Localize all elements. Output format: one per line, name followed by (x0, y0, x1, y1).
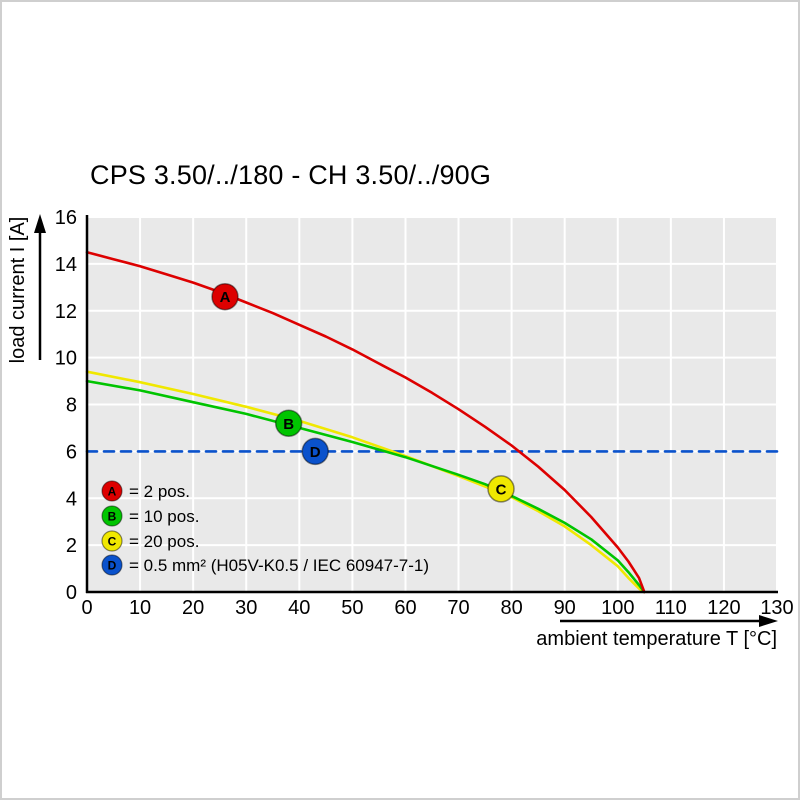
y-tick-label-16: 16 (55, 207, 77, 229)
legend-swatch-D (101, 554, 123, 576)
x-tick-label-110: 110 (655, 597, 687, 619)
y-tick-label-8: 8 (66, 395, 77, 417)
x-tick-label-120: 120 (707, 597, 740, 619)
legend-swatch-B (101, 505, 123, 527)
x-tick-label-60: 60 (394, 597, 416, 619)
y-tick-label-2: 2 (66, 535, 77, 557)
y-tick-label-4: 4 (66, 488, 77, 510)
legend-label-B: = 10 pos. (129, 507, 199, 526)
legend-letter-C: C (108, 535, 117, 549)
curve-B (85, 379, 646, 594)
x-tick-label-80: 80 (500, 597, 522, 619)
x-tick-label-70: 70 (447, 597, 469, 619)
legend-letter-D: D (108, 559, 117, 573)
y-tick-label-10: 10 (55, 348, 77, 370)
x-tick-label-40: 40 (288, 597, 310, 619)
marker-C (487, 475, 515, 503)
x-tick-label-100: 100 (601, 597, 634, 619)
y-tick-label-12: 12 (55, 301, 77, 323)
x-axis-label: ambient temperature T [°C] (536, 628, 777, 650)
x-tick-label-20: 20 (182, 597, 204, 619)
x-tick-label-30: 30 (235, 597, 257, 619)
x-tick-label-130: 130 (760, 597, 793, 619)
marker-letter-D: D (310, 444, 321, 461)
curve-C (85, 370, 646, 594)
marker-A (211, 282, 239, 311)
x-tick-label-0: 0 (81, 597, 92, 619)
x-tick-label-50: 50 (341, 597, 363, 619)
chart-title: CPS 3.50/../180 - CH 3.50/../90G (90, 160, 492, 190)
y-axis-arrow-head (34, 214, 46, 233)
legend-label-A: = 2 pos. (129, 482, 190, 501)
marker-letter-A: A (220, 289, 231, 306)
marker-letter-B: B (283, 416, 294, 433)
y-tick-label-14: 14 (55, 254, 77, 276)
legend-letter-A: A (108, 485, 117, 499)
legend-label-D: = 0.5 mm² (H05V-K0.5 / IEC 60947-7-1) (129, 556, 429, 575)
y-tick-label-0: 0 (66, 582, 77, 604)
marker-D (301, 437, 329, 466)
x-tick-label-10: 10 (129, 597, 151, 619)
legend-swatch-A (101, 480, 123, 502)
y-axis-label: load current I [A] (7, 217, 29, 364)
marker-B (274, 409, 303, 437)
x-axis-arrow-head (759, 615, 778, 627)
legend-letter-B: B (108, 510, 117, 524)
x-tick-label-90: 90 (554, 597, 576, 619)
legend-label-C: = 20 pos. (129, 532, 199, 551)
y-tick-label-6: 6 (66, 441, 77, 463)
legend-swatch-C (101, 530, 123, 552)
curve-A (85, 250, 646, 594)
marker-letter-C: C (496, 481, 507, 498)
